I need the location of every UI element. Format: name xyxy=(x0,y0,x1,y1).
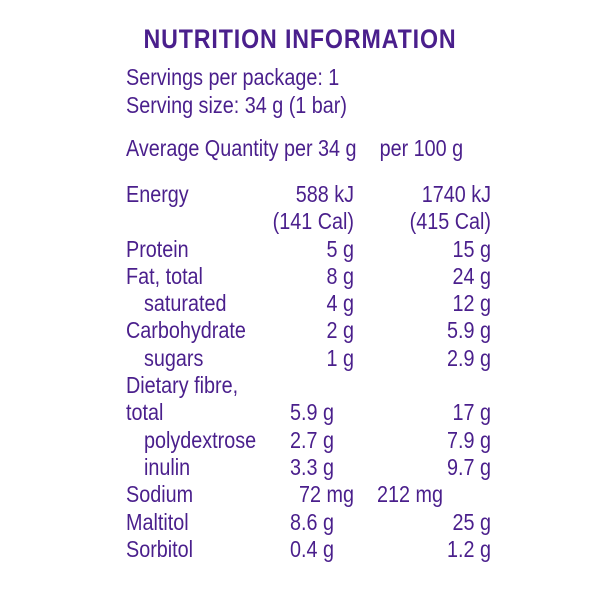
value-per-100g: 1.2 g xyxy=(447,535,491,562)
nutrient-name: Dietary fibre, xyxy=(126,372,239,399)
nutrient-name: Carbohydrate xyxy=(126,317,246,344)
value-per-100g: 1740 kJ xyxy=(421,181,491,207)
value-per-34g: 72 mg xyxy=(299,481,354,508)
value-per-100g: 9.7 g xyxy=(447,453,491,480)
nutrient-name: Fat, total xyxy=(126,262,203,289)
value-per-34g: 3.3 g xyxy=(290,453,334,480)
value-per-100g: 12 g xyxy=(452,290,491,317)
table-row: polydextrose 2.7 g 7.9 g xyxy=(126,427,526,454)
nutrient-name: polydextrose xyxy=(144,426,257,453)
value-per-34g: 0.4 g xyxy=(290,535,334,562)
value-per-100g: (415 Cal) xyxy=(409,208,491,235)
value-per-34g: 5 g xyxy=(326,235,354,262)
value-per-100g: 2.9 g xyxy=(447,344,491,371)
value-per-100g: 25 g xyxy=(452,508,491,535)
table-row: Energy 588 kJ 1740 kJ xyxy=(126,181,526,208)
value-per-34g: 4 g xyxy=(326,290,354,317)
nutrient-name: Maltitol xyxy=(126,508,189,535)
value-per-34g: 1 g xyxy=(326,344,354,371)
table-row: Fat, total 8 g 24 g xyxy=(126,263,526,290)
value-per-100g: 7.9 g xyxy=(447,426,491,453)
table-header: Average Quantity per 34 g per 100 g xyxy=(126,135,463,162)
nutrient-name: sugars xyxy=(144,344,204,371)
table-row: Sorbitol 0.4 g 1.2 g xyxy=(126,536,526,563)
value-per-34g: 2 g xyxy=(326,317,354,344)
table-row: Maltitol 8.6 g 25 g xyxy=(126,509,526,536)
panel-title: NUTRITION INFORMATION xyxy=(143,24,457,54)
value-per-100g: 5.9 g xyxy=(447,317,491,344)
value-per-100g: 17 g xyxy=(452,399,491,426)
table-row: Carbohydrate 2 g 5.9 g xyxy=(126,317,526,344)
value-per-34g: (141 Cal) xyxy=(272,208,354,235)
table-row: Protein 5 g 15 g xyxy=(126,236,526,263)
nutrient-name: Protein xyxy=(126,235,189,262)
nutrient-name: Sodium xyxy=(126,481,194,508)
value-per-34g: 8 g xyxy=(326,262,354,289)
nutrition-table: Energy 588 kJ 1740 kJ (141 Cal) (415 Cal… xyxy=(126,181,526,563)
value-per-34g: 5.9 g xyxy=(290,399,334,426)
table-row: inulin 3.3 g 9.7 g xyxy=(126,454,526,481)
header-per-34g: per 34 g xyxy=(283,135,357,161)
table-row: Dietary fibre, xyxy=(126,372,526,399)
nutrient-name: Sorbitol xyxy=(126,535,194,562)
nutrient-name: Energy xyxy=(126,181,189,207)
header-average-quantity: Average Quantity xyxy=(126,135,279,161)
header-per-100g: per 100 g xyxy=(379,135,464,161)
table-row: total 5.9 g 17 g xyxy=(126,399,526,426)
table-row: saturated 4 g 12 g xyxy=(126,290,526,317)
value-per-100g: 15 g xyxy=(452,235,491,262)
table-row: Sodium 72 mg 212 mg xyxy=(126,481,526,508)
serving-size: Serving size: 34 g (1 bar) xyxy=(126,92,347,118)
value-per-34g: 8.6 g xyxy=(290,508,334,535)
nutrient-name: total xyxy=(126,399,164,426)
table-row: (141 Cal) (415 Cal) xyxy=(126,208,526,235)
value-per-100g: 212 mg xyxy=(377,481,443,508)
nutrient-name: saturated xyxy=(144,290,227,317)
servings-per-package: Servings per package: 1 xyxy=(126,64,340,90)
value-per-34g: 2.7 g xyxy=(290,426,334,453)
value-per-100g: 24 g xyxy=(452,262,491,289)
table-row: sugars 1 g 2.9 g xyxy=(126,345,526,372)
value-per-34g: 588 kJ xyxy=(295,181,354,207)
nutrient-name: inulin xyxy=(144,453,191,480)
